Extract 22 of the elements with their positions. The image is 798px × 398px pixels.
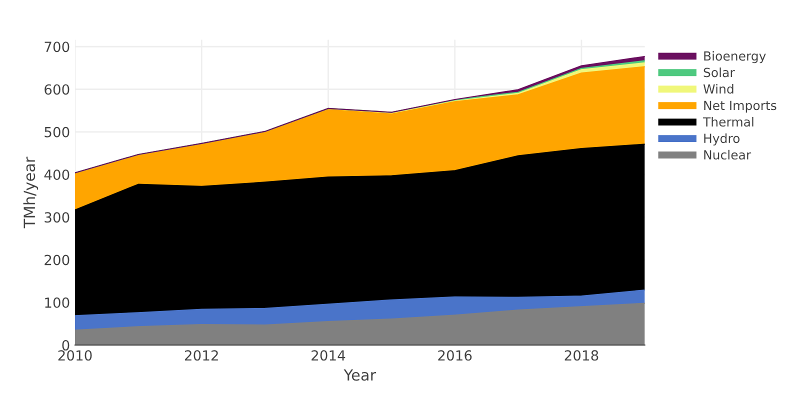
y-tick-label: 0 bbox=[62, 340, 70, 351]
legend-label: Solar bbox=[704, 68, 735, 78]
legend-label: Thermal bbox=[702, 116, 754, 127]
y-tick-label: 100 bbox=[45, 297, 70, 308]
legend-label: Wind bbox=[703, 84, 734, 94]
y-tick-label: 600 bbox=[44, 84, 70, 95]
y-tick-label: 500 bbox=[44, 126, 70, 138]
y-tick-label: 300 bbox=[44, 212, 70, 223]
y-axis-title: TMh/year bbox=[23, 156, 38, 228]
x-tick-label: 2014 bbox=[312, 350, 346, 361]
legend-label: Hydro bbox=[704, 133, 740, 146]
y-tick-label: 400 bbox=[44, 169, 70, 180]
legend-label: Net Imports bbox=[704, 100, 776, 113]
x-tick-label: 2018 bbox=[564, 350, 598, 361]
x-tick-label: 2010 bbox=[58, 350, 92, 361]
y-tick-label: 700 bbox=[44, 42, 70, 52]
legend-label: Nuclear bbox=[704, 150, 752, 160]
x-tick-label: 2012 bbox=[184, 350, 218, 361]
x-axis-title: Year bbox=[344, 369, 376, 381]
y-tick-label: 200 bbox=[44, 254, 70, 266]
x-tick-label: 2016 bbox=[438, 350, 472, 361]
legend-label: Bioenergy bbox=[704, 51, 766, 64]
